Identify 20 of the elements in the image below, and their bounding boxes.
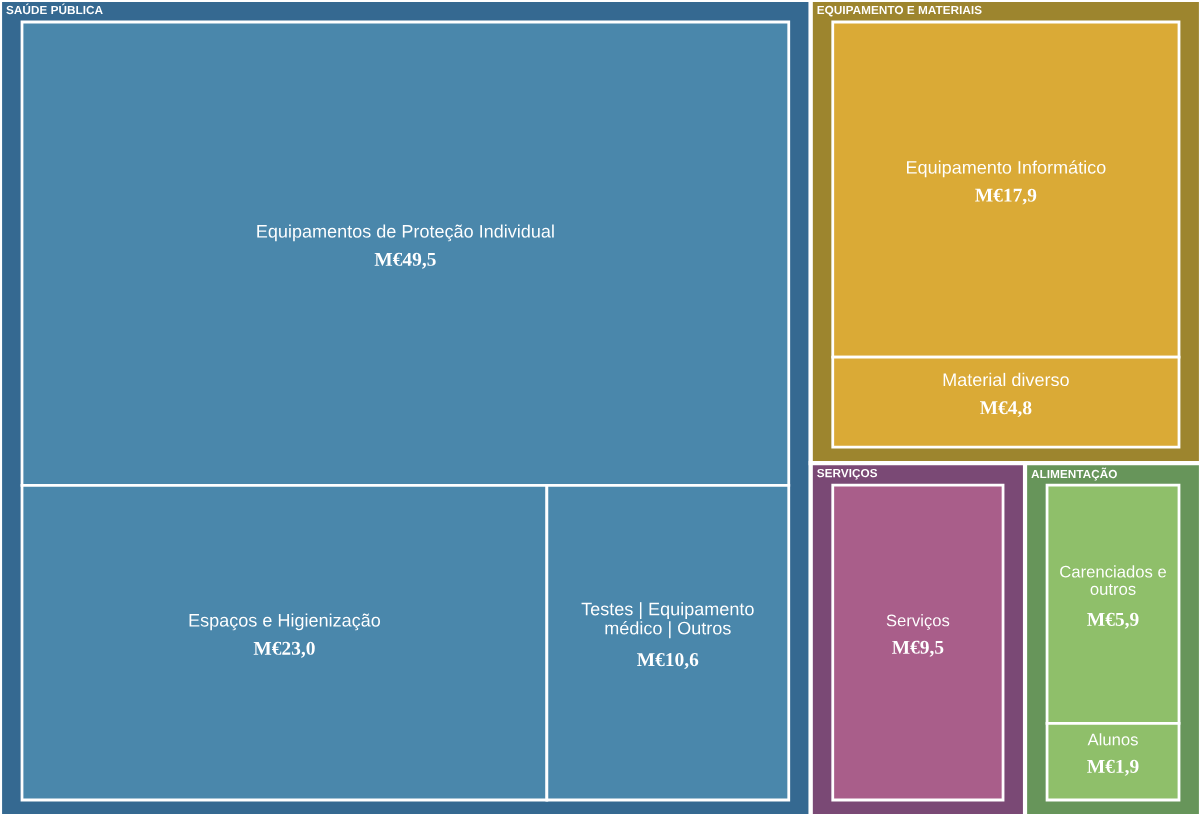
- category-label: Equipamento Informático: [907, 160, 1106, 178]
- data-label: M€1,9: [1087, 759, 1139, 776]
- data-label: M€23,0: [253, 641, 315, 658]
- series-label: SAÚDE PÚBLICA: [6, 3, 103, 15]
- data-label: M€4,8: [980, 401, 1032, 418]
- category-label: Material diverso: [943, 372, 1069, 387]
- series-label: EQUIPAMENTO E MATERIAIS: [817, 5, 982, 17]
- data-label: M€17,9: [975, 188, 1037, 205]
- data-label: M€9,5: [892, 640, 944, 657]
- series-label: SERVIÇOS: [817, 468, 878, 480]
- category-label: Equipamentos de Proteção Individual: [257, 224, 554, 242]
- data-label: M€10,6: [637, 653, 699, 669]
- category-label: Serviços: [886, 614, 950, 630]
- category-label: Espaços e Higienização: [189, 613, 381, 631]
- data-label: M€5,9: [1087, 612, 1139, 629]
- series-label: ALIMENTAÇÃO: [1031, 467, 1117, 481]
- category-label: Testes | Equipamento médico | Outros: [581, 602, 754, 639]
- category-label: Alunos: [1087, 733, 1138, 746]
- category-label: Carenciados e outros: [1060, 565, 1167, 595]
- data-label: M€49,5: [374, 252, 436, 269]
